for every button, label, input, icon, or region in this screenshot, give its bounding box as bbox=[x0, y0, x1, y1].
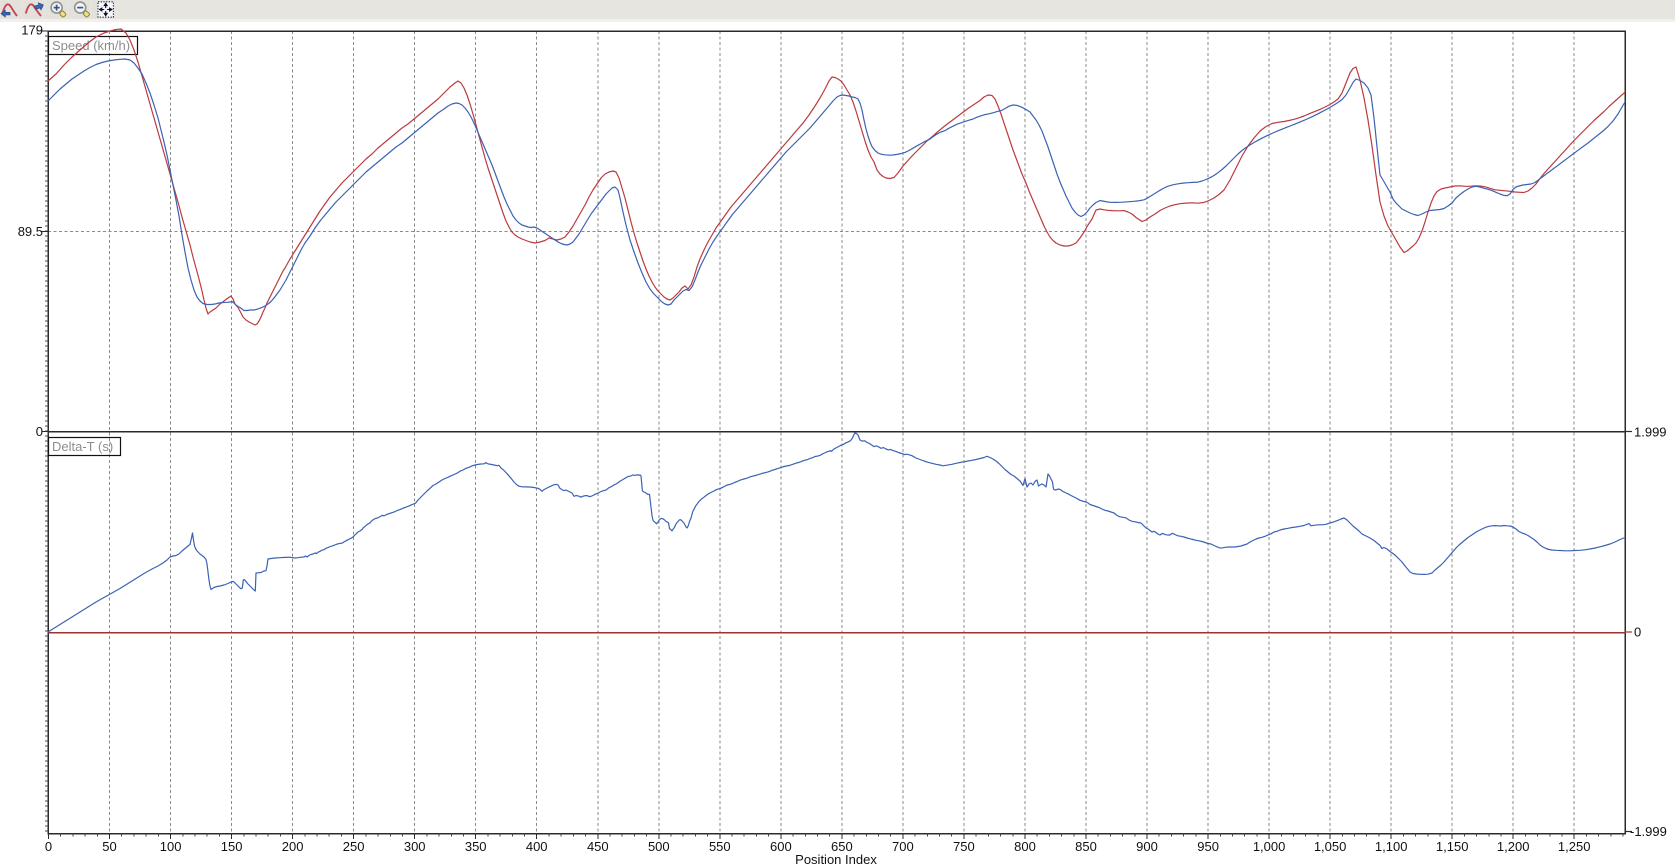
svg-text:Position Index: Position Index bbox=[795, 852, 877, 867]
svg-text:400: 400 bbox=[526, 839, 548, 854]
svg-text:750: 750 bbox=[953, 839, 975, 854]
svg-text:250: 250 bbox=[343, 839, 365, 854]
svg-text:300: 300 bbox=[404, 839, 426, 854]
svg-text:1,000: 1,000 bbox=[1253, 839, 1286, 854]
svg-text:850: 850 bbox=[1075, 839, 1097, 854]
svg-text:500: 500 bbox=[648, 839, 670, 854]
svg-text:1,050: 1,050 bbox=[1314, 839, 1347, 854]
svg-text:350: 350 bbox=[465, 839, 487, 854]
svg-text:50: 50 bbox=[102, 839, 116, 854]
svg-text:550: 550 bbox=[709, 839, 731, 854]
svg-text:100: 100 bbox=[160, 839, 182, 854]
svg-text:-1.999: -1.999 bbox=[1630, 824, 1667, 839]
svg-text:650: 650 bbox=[831, 839, 853, 854]
svg-text:89.5: 89.5 bbox=[18, 224, 43, 239]
svg-text:950: 950 bbox=[1197, 839, 1219, 854]
svg-text:450: 450 bbox=[587, 839, 609, 854]
svg-text:1,200: 1,200 bbox=[1497, 839, 1530, 854]
svg-text:1,100: 1,100 bbox=[1375, 839, 1408, 854]
svg-text:0: 0 bbox=[1634, 625, 1641, 640]
svg-text:0: 0 bbox=[45, 839, 52, 854]
svg-text:800: 800 bbox=[1014, 839, 1036, 854]
svg-text:200: 200 bbox=[282, 839, 304, 854]
svg-text:700: 700 bbox=[892, 839, 914, 854]
svg-text:600: 600 bbox=[770, 839, 792, 854]
svg-text:Speed (km/h): Speed (km/h) bbox=[52, 38, 130, 53]
svg-text:1,150: 1,150 bbox=[1436, 839, 1469, 854]
svg-text:179: 179 bbox=[21, 23, 43, 38]
svg-text:1,250: 1,250 bbox=[1558, 839, 1591, 854]
svg-text:150: 150 bbox=[221, 839, 243, 854]
svg-text:Delta-T (s): Delta-T (s) bbox=[52, 439, 113, 454]
svg-text:900: 900 bbox=[1136, 839, 1158, 854]
svg-text:0: 0 bbox=[36, 424, 43, 439]
svg-text:1.999: 1.999 bbox=[1634, 425, 1667, 440]
